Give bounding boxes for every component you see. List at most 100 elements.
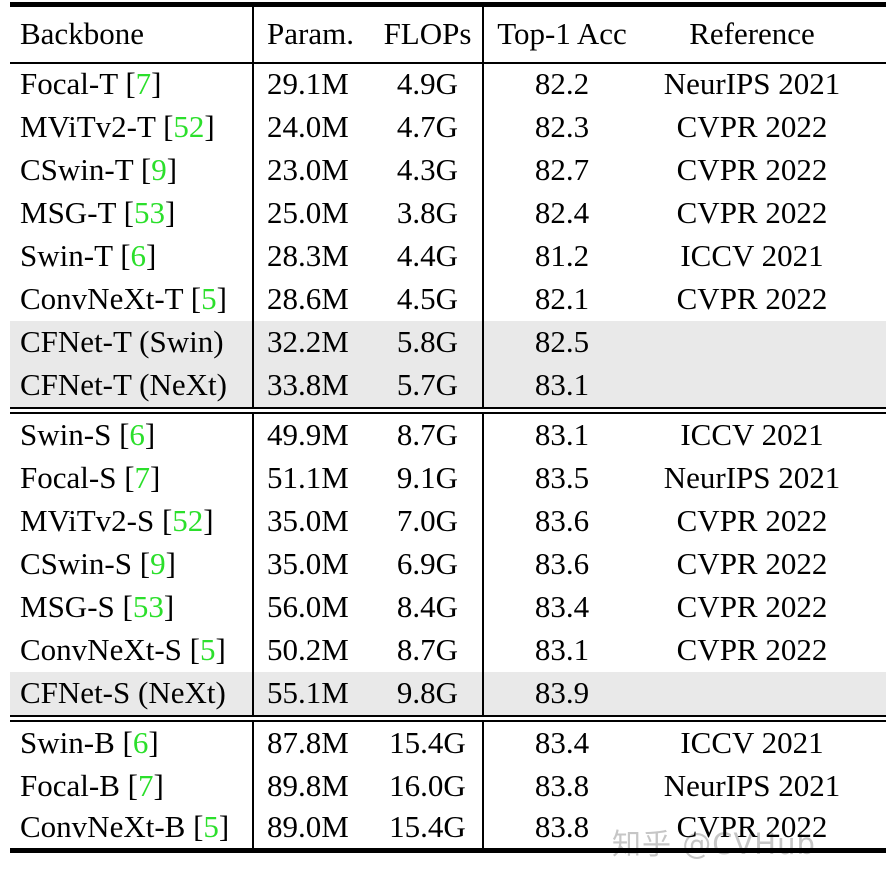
top1-acc-cell: 83.1 [534,416,590,452]
citation-number[interactable]: 7 [135,66,152,102]
citation-number[interactable]: 6 [132,724,149,760]
backbone-cell: CSwin-S [9] [10,542,254,586]
citation-open-bracket: [ [140,151,152,187]
citation-open-bracket: [ [125,66,136,102]
citation-number[interactable]: 52 [172,502,204,538]
citation-number[interactable]: 53 [132,588,164,624]
reference-cell [640,363,886,407]
citation-number[interactable]: 5 [203,809,219,845]
flops-cell: 4.7G [373,105,484,149]
backbone-cell: CFNet-T (Swin) [10,320,254,364]
flops-cell: 3.8G [373,191,484,235]
header-flops: FLOPs [373,4,484,63]
citation-number[interactable]: 6 [130,237,147,273]
top1-acc-cell: 83.1 [483,363,640,407]
flops-cell: 6.9G [373,542,484,586]
citation-close-bracket: ] [218,809,230,845]
citation-number[interactable]: 52 [173,108,205,144]
table-row: CFNet-T (NeXt) 33.8M 5.7G 83.1 [10,363,886,407]
top1-acc-cell: 82.4 [534,194,590,230]
citation: [9] [140,546,176,581]
citation-number[interactable]: 9 [150,545,166,581]
citation-number[interactable]: 53 [133,194,165,230]
backbone-cell: MSG-T [53] [10,191,254,235]
backbone-cell: MSG-S [53] [10,585,254,629]
citation-number[interactable]: 9 [151,151,167,187]
flops-cell: 4.5G [373,277,484,321]
flops-cell: 4.4G [373,234,484,278]
citation-close-bracket: ] [165,545,176,581]
param-cell: 29.1M [267,66,349,102]
top1-acc-cell: 83.5 [534,459,590,495]
header-reference: Reference [689,15,815,51]
citation-number[interactable]: 6 [129,416,145,452]
backbone-name: CSwin-S [20,545,132,581]
citation-open-bracket: [ [123,194,134,230]
param-cell: 51.1M [267,459,349,495]
reference-cell: NeurIPS 2021 [663,459,841,495]
flops-cell: 8.4G [373,585,484,629]
citation-number[interactable]: 5 [199,631,216,667]
table-header: Backbone Param. FLOPs Top-1 Acc Referenc… [10,4,886,63]
param-cell: 32.2M [253,320,373,364]
flops-cell: 9.1G [373,456,484,500]
citation: [52] [162,503,214,538]
citation-close-bracket: ] [164,194,176,230]
citation-number[interactable]: 7 [134,459,151,495]
top1-acc-cell: 82.7 [534,151,590,187]
flops-cell: 16.0G [373,764,484,808]
backbone-cell: Focal-B [7] [10,764,254,808]
backbone-cell: Focal-S [7] [10,456,254,500]
citation-close-bracket: ] [204,108,215,144]
zhihu-watermark: 知乎 @CVHub [612,827,816,861]
backbone-name: ConvNeXt-B [20,809,186,845]
citation-close-bracket: ] [203,502,214,538]
backbone-name: CFNet-S (NeXt) [20,674,226,710]
citation: [5] [193,809,229,844]
reference-cell: CVPR 2022 [676,631,828,667]
top1-acc-cell: 83.1 [534,631,590,667]
param-cell: 33.8M [253,363,373,407]
backbone-name: Swin-B [20,724,115,760]
reference-cell: CVPR 2022 [676,151,828,187]
flops-cell: 9.8G [373,671,484,715]
backbone-name: CFNet-T (Swin) [20,323,224,359]
citation-open-bracket: [ [120,237,131,273]
citation-close-bracket: ] [146,237,157,273]
reference-cell: CVPR 2022 [676,545,828,581]
flops-cell: 5.7G [373,363,484,407]
reference-cell: ICCV 2021 [680,724,824,760]
reference-cell: NeurIPS 2021 [663,767,841,803]
citation-number[interactable]: 5 [201,280,217,316]
citation-close-bracket: ] [216,280,227,316]
table-row: ConvNeXt-T [5] 28.6M 4.5G 82.1 CVPR 2022 [10,277,886,321]
section-divider-rule [10,406,886,414]
flops-cell: 4.9G [373,62,484,106]
section-divider [10,714,886,722]
param-cell: 35.0M [267,502,349,538]
param-cell: 87.8M [267,724,349,760]
param-cell: 56.0M [267,588,349,624]
reference-cell [640,671,886,715]
table-row: Focal-S [7] 51.1M 9.1G 83.5 NeurIPS 2021 [10,456,886,500]
citation-number[interactable]: 7 [137,767,154,803]
backbone-cell: Swin-T [6] [10,234,254,278]
table-row: Swin-S [6] 49.9M 8.7G 83.1 ICCV 2021 [10,413,886,457]
section-divider-rule [10,714,886,722]
backbone-cell: CFNet-S (NeXt) [10,671,254,715]
citation-open-bracket: [ [124,459,135,495]
backbone-cell: CSwin-T [9] [10,148,254,192]
backbone-cell: ConvNeXt-B [5] [10,807,254,851]
citation-close-bracket: ] [148,724,159,760]
top1-acc-cell: 81.2 [534,237,590,273]
backbone-name: Swin-T [20,237,113,273]
reference-cell [640,320,886,364]
top1-acc-cell: 82.5 [483,320,640,364]
citation-close-bracket: ] [215,631,226,667]
citation-open-bracket: [ [127,767,138,803]
citation: [5] [191,281,227,316]
param-cell: 50.2M [267,631,349,667]
backbone-name: Focal-B [20,767,120,803]
table-row: Swin-T [6] 28.3M 4.4G 81.2 ICCV 2021 [10,234,886,278]
backbone-cell: MViTv2-T [52] [10,105,254,149]
